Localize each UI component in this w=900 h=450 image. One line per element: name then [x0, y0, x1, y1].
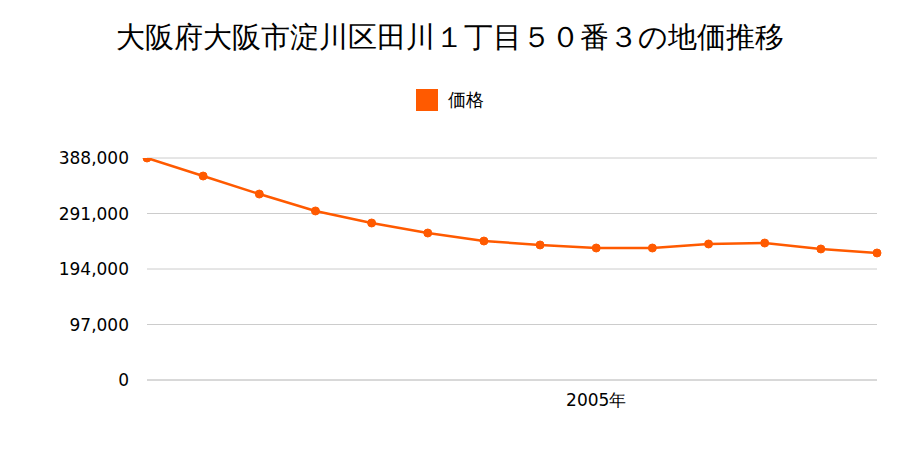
svg-text:388,000: 388,000	[59, 148, 129, 168]
svg-text:0: 0	[118, 370, 129, 390]
html-text:価格: 価格	[448, 89, 484, 110]
svg-text:194,000: 194,000	[59, 259, 129, 279]
html-text:大阪府大阪市淀川区田川１丁目５０番３の地価推移: 大阪府大阪市淀川区田川１丁目５０番３の地価推移	[116, 20, 784, 54]
svg-text:291,000: 291,000	[59, 204, 129, 224]
svg-text:2005年: 2005年	[566, 390, 626, 410]
svg-text:97,000: 97,000	[70, 315, 129, 335]
